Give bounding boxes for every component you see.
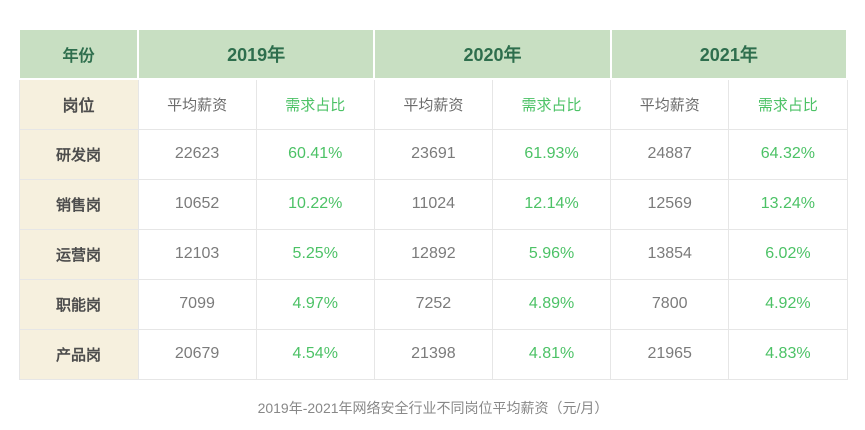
year-header-2021: 2021年 bbox=[609, 28, 849, 80]
cell-value: 5.25% bbox=[255, 228, 375, 280]
cell-value: 13.24% bbox=[728, 178, 848, 230]
year-header-2020: 2020年 bbox=[373, 28, 612, 80]
cell-value: 4.83% bbox=[728, 328, 848, 380]
cell-value: 20679 bbox=[137, 328, 257, 380]
row-label-rd: 研发岗 bbox=[18, 128, 139, 180]
year-corner-header: 年份 bbox=[18, 28, 139, 80]
cell-value: 61.93% bbox=[491, 128, 612, 180]
subcolumn-header-row: 岗位 平均薪资 需求占比 平均薪资 需求占比 平均薪资 需求占比 bbox=[18, 78, 848, 130]
cell-value: 7800 bbox=[610, 278, 730, 330]
subheader-demand-2020: 需求占比 bbox=[491, 78, 612, 130]
subheader-salary-2021: 平均薪资 bbox=[610, 78, 730, 130]
cell-value: 64.32% bbox=[728, 128, 848, 180]
cell-value: 4.81% bbox=[491, 328, 612, 380]
cell-value: 7099 bbox=[137, 278, 257, 330]
table-row-rd: 研发岗 22623 60.41% 23691 61.93% 24887 64.3… bbox=[18, 128, 848, 180]
cell-value: 12.14% bbox=[491, 178, 612, 230]
subheader-salary-2020: 平均薪资 bbox=[373, 78, 493, 130]
cell-value: 4.92% bbox=[728, 278, 848, 330]
table-caption: 2019年-2021年网络安全行业不同岗位平均薪资（元/月） bbox=[257, 400, 609, 416]
cell-value: 13854 bbox=[610, 228, 730, 280]
table-row-product: 产品岗 20679 4.54% 21398 4.81% 21965 4.83% bbox=[18, 328, 848, 380]
cell-value: 21398 bbox=[373, 328, 493, 380]
cell-value: 22623 bbox=[137, 128, 257, 180]
cell-value: 11024 bbox=[373, 178, 493, 230]
cell-value: 7252 bbox=[373, 278, 493, 330]
subheader-demand-2019: 需求占比 bbox=[255, 78, 375, 130]
subheader-salary-2019: 平均薪资 bbox=[137, 78, 257, 130]
cell-value: 6.02% bbox=[728, 228, 848, 280]
row-label-ops: 运营岗 bbox=[18, 228, 139, 280]
row-label-functional: 职能岗 bbox=[18, 278, 139, 330]
cell-value: 23691 bbox=[373, 128, 493, 180]
cell-value: 10652 bbox=[137, 178, 257, 230]
salary-table: 年份 2019年 2020年 2021年 岗位 平均薪资 需求占比 平均薪资 需… bbox=[18, 28, 849, 380]
cell-value: 24887 bbox=[610, 128, 730, 180]
table-row-functional: 职能岗 7099 4.97% 7252 4.89% 7800 4.92% bbox=[18, 278, 848, 330]
cell-value: 4.89% bbox=[491, 278, 612, 330]
position-corner-header: 岗位 bbox=[18, 78, 139, 130]
row-label-product: 产品岗 bbox=[18, 328, 139, 380]
table-row-sales: 销售岗 10652 10.22% 11024 12.14% 12569 13.2… bbox=[18, 178, 848, 230]
cell-value: 10.22% bbox=[255, 178, 375, 230]
row-label-sales: 销售岗 bbox=[18, 178, 139, 230]
cell-value: 21965 bbox=[610, 328, 730, 380]
year-header-2019: 2019年 bbox=[136, 28, 376, 80]
cell-value: 4.54% bbox=[255, 328, 375, 380]
cell-value: 12569 bbox=[610, 178, 730, 230]
cell-value: 12892 bbox=[373, 228, 493, 280]
table-row-ops: 运营岗 12103 5.25% 12892 5.96% 13854 6.02% bbox=[18, 228, 848, 280]
cell-value: 5.96% bbox=[491, 228, 612, 280]
subheader-demand-2021: 需求占比 bbox=[728, 78, 848, 130]
year-header-row: 年份 2019年 2020年 2021年 bbox=[18, 28, 849, 80]
cell-value: 4.97% bbox=[255, 278, 375, 330]
cell-value: 12103 bbox=[137, 228, 257, 280]
cell-value: 60.41% bbox=[255, 128, 375, 180]
